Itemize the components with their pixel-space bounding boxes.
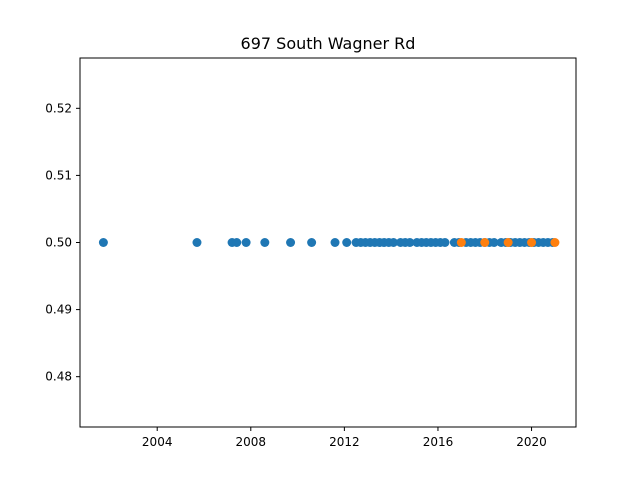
data-point-s1-7 (286, 238, 296, 247)
y-tick-label: 0.50 (45, 236, 72, 250)
data-point-s1-8 (307, 238, 317, 247)
data-point-s1-22 (405, 238, 415, 247)
data-point-s2-1 (456, 238, 466, 247)
data-point-s2-3 (503, 238, 513, 247)
data-point-s1-38 (489, 238, 499, 247)
x-tick-label: 2016 (423, 435, 454, 449)
data-point-s1-9 (330, 238, 340, 247)
data-point-s1-29 (440, 238, 450, 247)
data-point-s2-2 (480, 238, 490, 247)
data-point-s1-5 (241, 238, 251, 247)
x-tick-label: 2012 (329, 435, 360, 449)
chart-title: 697 South Wagner Rd (241, 34, 416, 53)
plot-marks (98, 238, 560, 247)
y-tick-label: 0.48 (45, 370, 72, 384)
y-tick-label: 0.51 (45, 168, 72, 182)
x-axis: 2004 2008 2012 2016 2020 (142, 427, 547, 449)
x-tick-label: 2004 (142, 435, 173, 449)
data-point-s1-6 (260, 238, 270, 247)
y-axis: 0.48 0.49 0.50 0.51 0.52 (45, 101, 80, 384)
y-tick-label: 0.52 (45, 101, 72, 115)
x-tick-label: 2020 (516, 435, 547, 449)
data-point-s2-5 (550, 238, 560, 247)
data-point-s1-4 (232, 238, 242, 247)
x-tick-label: 2008 (236, 435, 267, 449)
y-tick-label: 0.49 (45, 303, 72, 317)
data-point-s1-19 (389, 238, 399, 247)
data-point-s2-4 (527, 238, 537, 247)
data-point-s1-10 (342, 238, 352, 247)
data-point-s1-2 (192, 238, 202, 247)
data-point-s1-1 (98, 238, 108, 247)
